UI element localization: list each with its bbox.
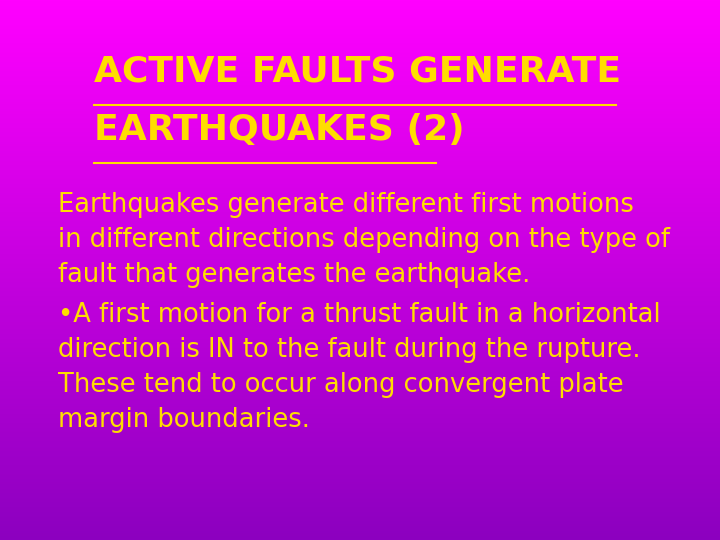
Text: Earthquakes generate different first motions
in different directions depending o: Earthquakes generate different first mot…	[58, 192, 670, 288]
Text: EARTHQUAKES (2): EARTHQUAKES (2)	[94, 113, 464, 147]
Text: •A first motion for a thrust fault in a horizontal
direction is IN to the fault : •A first motion for a thrust fault in a …	[58, 302, 660, 434]
Text: ACTIVE FAULTS GENERATE: ACTIVE FAULTS GENERATE	[94, 54, 621, 88]
